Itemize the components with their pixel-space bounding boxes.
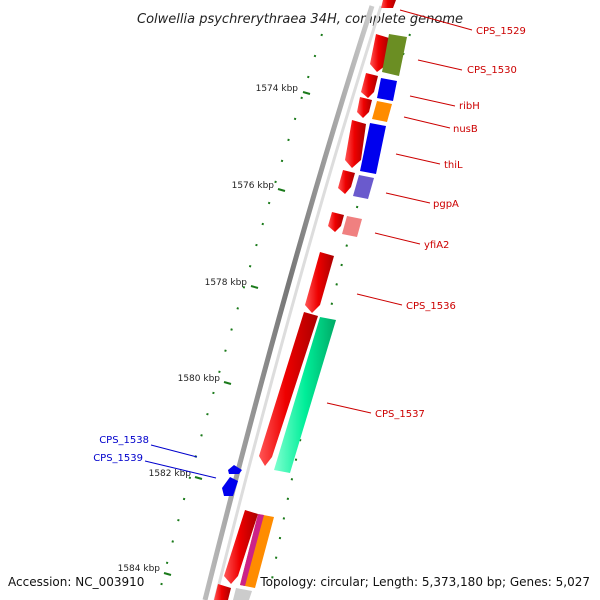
cds-ribH[interactable] (361, 73, 378, 98)
cds-CPS_1529[interactable] (381, 0, 396, 8)
label-CPS_1529[interactable]: CPS_1529 (476, 26, 526, 37)
tick-1582: 1582 kbp (149, 469, 203, 480)
annotation-bars (233, 34, 407, 600)
cds-pgpA[interactable] (338, 170, 355, 194)
label-thiL[interactable]: thiL (444, 160, 463, 171)
topology-text: Topology: circular; Length: 5,373,180 bp… (259, 575, 590, 589)
tick-1574: 1574 kbp (256, 84, 311, 95)
cds-lower-1[interactable] (224, 510, 258, 584)
cds-yfiA2[interactable] (328, 212, 344, 232)
kbp-ticks: 1574 kbp 1576 kbp 1578 kbp 1580 kbp 1582… (118, 84, 311, 576)
bar-grey[interactable] (233, 588, 252, 600)
tick-label: 1574 kbp (256, 84, 299, 94)
tick-label: 1580 kbp (178, 374, 221, 384)
cds-CPS_1536[interactable] (305, 252, 334, 313)
label-pgpA[interactable]: pgpA (433, 199, 459, 210)
bar-magenta[interactable] (240, 514, 264, 586)
tick-1584: 1584 kbp (118, 564, 172, 576)
cds-CPS_1538[interactable] (228, 465, 242, 474)
label-CPS_1538[interactable]: CPS_1538 (99, 435, 149, 446)
bottom-strand-labels: CPS_1538 CPS_1539 (93, 435, 217, 479)
label-ribH[interactable]: ribH (459, 101, 480, 112)
label-CPS_1530[interactable]: CPS_1530 (467, 65, 517, 76)
cds-nusB[interactable] (357, 97, 372, 118)
cds-features (214, 0, 396, 600)
map-title: Colwellia psychrerythraea 34H, complete … (137, 12, 463, 27)
tick-1580: 1580 kbp (178, 374, 232, 385)
label-CPS_1539[interactable]: CPS_1539 (93, 453, 143, 464)
label-nusB[interactable]: nusB (453, 124, 478, 135)
bottom-strand-features (222, 465, 242, 496)
cds-CPS_1539[interactable] (222, 477, 238, 496)
tick-label: 1576 kbp (232, 181, 275, 191)
bar-pink-yfiA2[interactable] (342, 216, 362, 237)
cds-lower-2[interactable] (214, 584, 231, 600)
label-CPS_1537[interactable]: CPS_1537 (375, 409, 425, 420)
bar-blue-ribH[interactable] (377, 78, 397, 101)
label-CPS_1536[interactable]: CPS_1536 (406, 301, 456, 312)
bar-blue-thiL[interactable] (360, 123, 386, 174)
tick-1576: 1576 kbp (232, 181, 286, 192)
top-strand-labels: CPS_1529 CPS_1530 ribH nusB thiL pgpA yf… (326, 9, 526, 420)
bar-orange-nusB[interactable] (372, 101, 392, 122)
genome-backbone (202, 5, 383, 600)
tick-label: 1584 kbp (118, 564, 161, 574)
bar-mint-CPS_1537[interactable] (274, 317, 336, 473)
accession-text: Accession: NC_003910 (8, 575, 144, 589)
tick-1578: 1578 kbp (205, 278, 259, 289)
cds-thiL[interactable] (345, 120, 366, 168)
label-yfiA2[interactable]: yfiA2 (424, 240, 449, 251)
tick-track (159, 33, 323, 591)
cds-CPS_1537[interactable] (259, 312, 318, 466)
tick-label: 1582 kbp (149, 469, 192, 479)
bar-olive[interactable] (382, 34, 407, 76)
tick-label: 1578 kbp (205, 278, 248, 288)
bar-slate-pgpA[interactable] (353, 175, 374, 199)
